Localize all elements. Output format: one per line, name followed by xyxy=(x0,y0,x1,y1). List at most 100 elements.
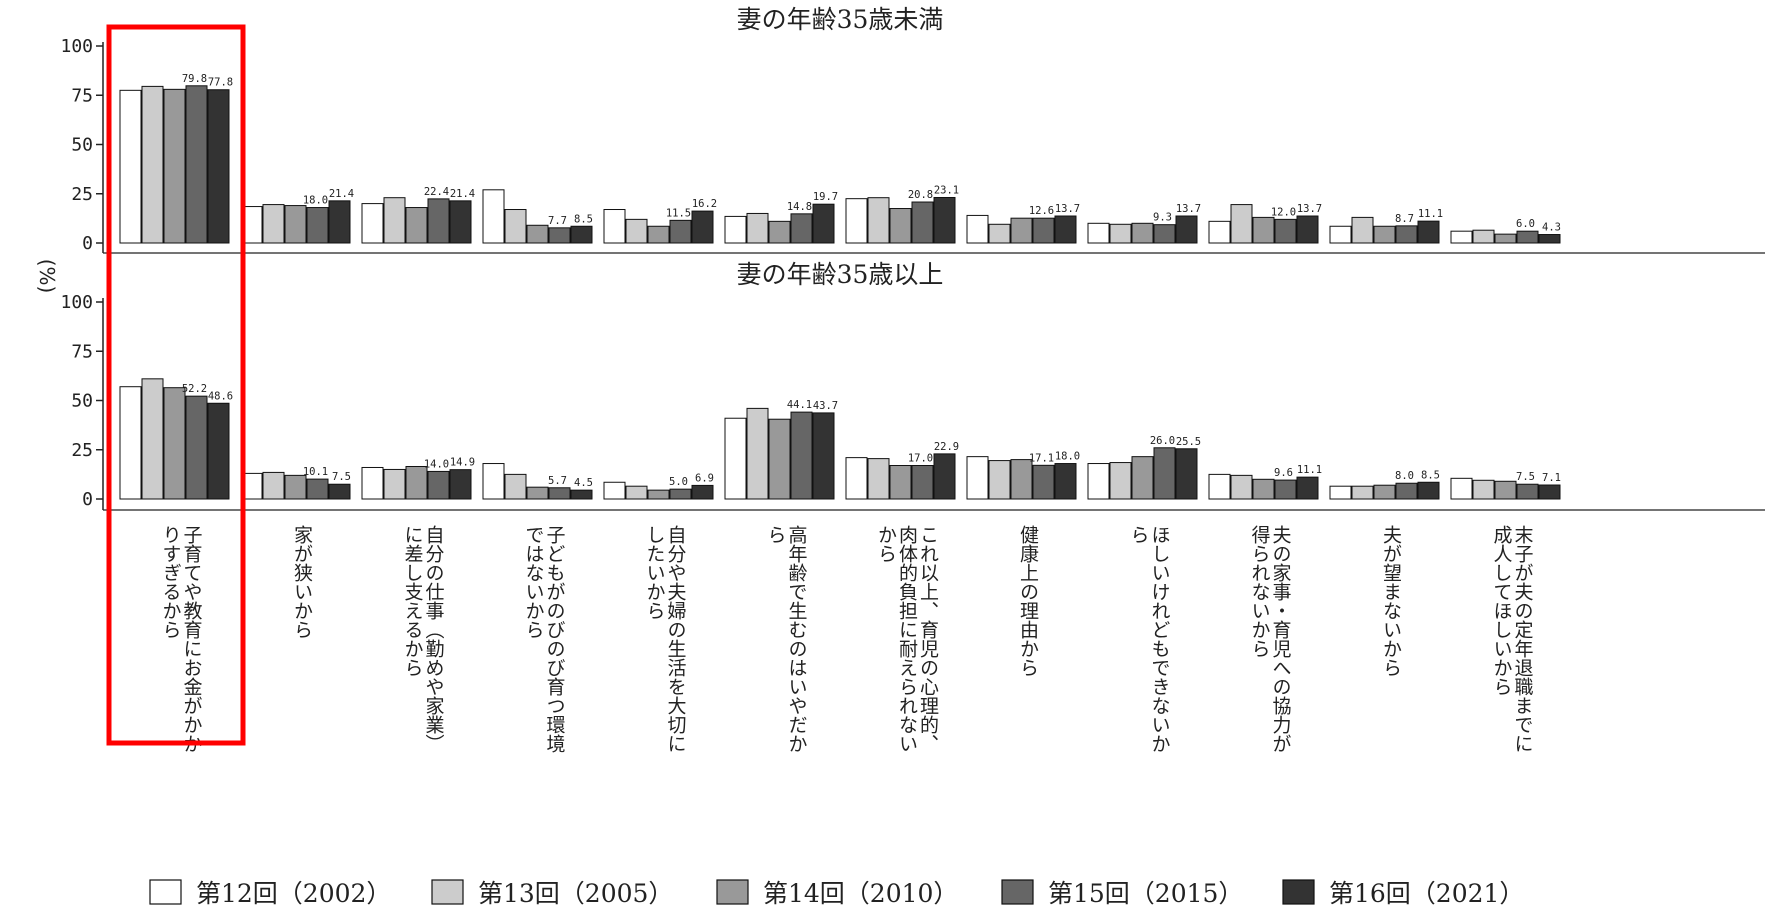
bar xyxy=(504,209,527,244)
bar xyxy=(207,89,230,244)
category-label-line: 肉体的負担に耐えられない xyxy=(896,525,918,753)
bar xyxy=(768,418,791,500)
bar xyxy=(1417,220,1440,244)
data-label: 52.2 xyxy=(182,383,207,395)
bar xyxy=(284,474,307,500)
bar xyxy=(383,468,406,500)
bar xyxy=(1538,234,1561,244)
data-label: 77.8 xyxy=(208,77,233,89)
data-label: 12.6 xyxy=(1029,205,1054,217)
category-label-line: ほしいけれどもできないか xyxy=(1149,525,1171,753)
bar xyxy=(526,224,549,244)
bar xyxy=(1395,225,1418,244)
data-label: 14.9 xyxy=(450,457,475,469)
bar xyxy=(603,481,626,500)
data-label: 48.6 xyxy=(208,390,233,402)
category-label-line: 家が狭いから xyxy=(291,525,313,639)
category-label-line: ではないから xyxy=(523,525,545,639)
bar xyxy=(284,205,307,244)
bar xyxy=(1230,204,1253,244)
y-tick-label: 100 xyxy=(60,36,93,57)
category-label-line: 子育てや教育にお金がかか xyxy=(181,525,203,753)
bar xyxy=(1274,218,1297,244)
data-label: 7.5 xyxy=(332,471,351,483)
data-label: 21.4 xyxy=(329,188,354,200)
bar xyxy=(1032,217,1055,244)
legend-label: 第14回（2010） xyxy=(763,879,958,905)
bar xyxy=(449,200,472,244)
category-label-line: から xyxy=(875,525,897,563)
bar xyxy=(361,466,384,500)
bar xyxy=(845,198,868,244)
y-tick-label: 50 xyxy=(71,135,93,156)
data-label: 11.1 xyxy=(1297,464,1322,476)
data-label: 13.7 xyxy=(1297,203,1322,215)
y-tick-label: 50 xyxy=(71,391,93,412)
bar xyxy=(724,215,747,244)
bar xyxy=(933,196,956,244)
data-label: 44.1 xyxy=(787,399,812,411)
bar xyxy=(966,456,989,500)
bar xyxy=(1175,448,1198,500)
category-label-line: 得られないから xyxy=(1249,525,1271,658)
category-label-line: 高年齢で生むのはいやだか xyxy=(786,525,808,753)
data-label: 14.8 xyxy=(787,201,812,213)
data-label: 43.7 xyxy=(813,400,838,412)
bar xyxy=(1153,447,1176,500)
bar xyxy=(1494,480,1517,500)
bar xyxy=(647,489,670,500)
bar xyxy=(1109,223,1132,244)
bar xyxy=(163,88,186,244)
bar xyxy=(1450,477,1473,500)
data-label: 13.7 xyxy=(1176,203,1201,215)
data-label: 14.0 xyxy=(424,458,449,470)
legend-label: 第12回（2002） xyxy=(196,879,391,905)
y-tick-label: 75 xyxy=(71,341,93,362)
legend-label: 第16回（2021） xyxy=(1329,879,1524,905)
category-label-line: 成人してほしいから xyxy=(1491,525,1513,696)
bar xyxy=(625,485,648,500)
y-tick-label: 100 xyxy=(60,292,93,313)
category-label-line: 自分や夫婦の生活を大切に xyxy=(665,525,687,753)
bar xyxy=(306,207,329,244)
bar xyxy=(1373,225,1396,244)
bar xyxy=(262,471,285,500)
bar xyxy=(669,488,692,500)
bar xyxy=(1252,478,1275,500)
bar xyxy=(790,213,813,244)
data-label: 11.1 xyxy=(1418,208,1443,220)
category-label: 夫が望まないから xyxy=(1380,525,1402,677)
bar xyxy=(1208,473,1231,500)
bar xyxy=(570,489,593,500)
bar xyxy=(1054,215,1077,244)
category-label-line: 自分の仕事（勤めや家業） xyxy=(423,525,445,753)
bar xyxy=(1208,220,1231,244)
y-axis-label: (%) xyxy=(35,259,59,294)
bar xyxy=(1131,456,1154,500)
bar xyxy=(1373,484,1396,500)
legend-label: 第15回（2015） xyxy=(1048,879,1243,905)
data-label: 18.0 xyxy=(1055,451,1080,463)
bar xyxy=(966,214,989,244)
category-label: 自分の仕事（勤めや家業）に差し支えるから xyxy=(402,525,445,753)
bar xyxy=(427,470,450,500)
data-label: 6.9 xyxy=(695,472,714,484)
data-label: 8.5 xyxy=(1421,469,1440,481)
bar xyxy=(328,200,351,244)
bar xyxy=(141,85,164,244)
bar xyxy=(1351,216,1374,244)
bar xyxy=(207,402,230,500)
legend-swatch xyxy=(431,879,464,905)
category-label-line: に差し支えるから xyxy=(402,525,424,677)
bar xyxy=(1087,222,1110,244)
bar xyxy=(1516,483,1539,500)
panel-title: 妻の年齢35歳以上 xyxy=(737,260,944,289)
bar xyxy=(306,478,329,500)
legend-swatch xyxy=(149,879,182,905)
